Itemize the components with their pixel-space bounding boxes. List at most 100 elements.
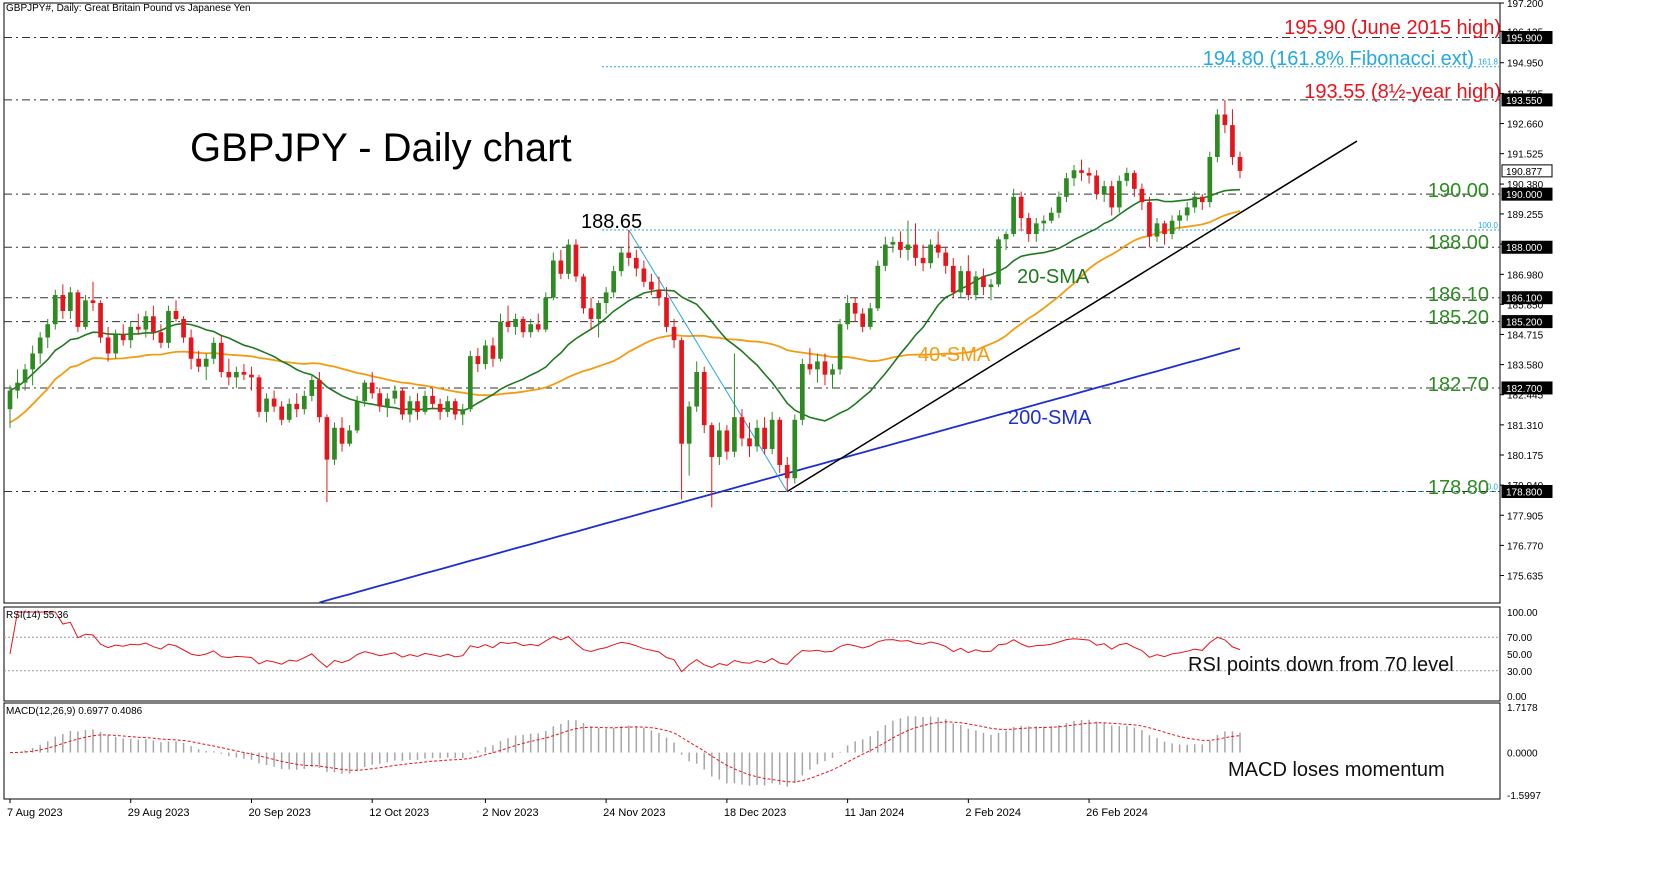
candle	[422, 390, 428, 415]
candle-body	[694, 372, 700, 407]
candle-body	[128, 326, 134, 341]
price-tag-box	[1501, 240, 1553, 254]
candle-body	[166, 310, 171, 343]
candle-body	[437, 403, 443, 412]
level-label-193-55: 193.55 (8½-year high)	[1304, 81, 1501, 103]
candle	[852, 297, 858, 322]
candle	[22, 364, 28, 391]
candle	[483, 340, 488, 370]
candle-body	[317, 379, 322, 418]
candle	[83, 295, 88, 330]
x-axis-label: 12 Oct 2023	[369, 807, 429, 819]
candle-body	[188, 337, 194, 359]
candle-body	[732, 417, 737, 452]
sma20-line	[9, 188, 1241, 422]
price-tag-box	[1501, 93, 1553, 107]
candle-body	[573, 244, 579, 277]
candle-body	[641, 268, 647, 282]
candle	[1132, 170, 1137, 197]
candle-body	[1018, 196, 1024, 219]
candle	[188, 329, 194, 370]
candle	[505, 305, 511, 333]
candle	[807, 348, 813, 375]
candle	[218, 334, 224, 378]
candle	[520, 316, 526, 338]
candle-body	[935, 244, 941, 253]
candle	[1222, 99, 1228, 134]
price-tag: 186.100	[1501, 291, 1553, 305]
candle	[400, 387, 405, 420]
price-tag-box	[1501, 164, 1553, 178]
candle	[1018, 191, 1024, 232]
candle	[950, 257, 956, 298]
candle	[513, 313, 518, 335]
level-label-188-00: 188.00	[1427, 232, 1489, 254]
candle-body	[1116, 180, 1122, 208]
candle	[309, 374, 315, 402]
candle-body	[596, 303, 601, 319]
candle-body	[837, 324, 843, 370]
level-label-190-00: 190.00	[1427, 180, 1489, 202]
candle-body	[724, 430, 730, 452]
candle	[490, 337, 496, 367]
candle	[913, 223, 918, 266]
candle	[799, 358, 805, 426]
fib-level-label: 161.8	[1478, 58, 1499, 67]
candle-body	[528, 324, 534, 333]
candle-body	[958, 271, 964, 293]
candle	[256, 374, 262, 418]
candle	[105, 326, 111, 362]
candle	[1086, 167, 1092, 184]
candle-body	[309, 379, 315, 396]
candle	[1116, 175, 1122, 213]
candle	[973, 271, 979, 301]
candle-body	[543, 297, 549, 330]
candle	[7, 385, 13, 428]
candle-body	[83, 300, 88, 327]
candle-body	[867, 308, 873, 327]
candle-body	[1207, 156, 1213, 203]
candle-body	[173, 310, 179, 319]
candle-body	[22, 369, 28, 383]
rsi-axis-label: 50.00	[1507, 650, 1532, 661]
candle	[588, 297, 594, 330]
candle	[1230, 109, 1235, 165]
candle-body	[520, 318, 526, 333]
price-tag-box	[1501, 315, 1553, 329]
candle	[339, 417, 345, 452]
candle-body	[1215, 114, 1220, 157]
candle	[1192, 191, 1198, 213]
candle-body	[709, 425, 715, 457]
candle	[1184, 202, 1190, 221]
candle-body	[90, 300, 96, 303]
candle	[354, 395, 360, 434]
price-axis-label: 194.950	[1507, 59, 1544, 70]
candle	[732, 353, 737, 457]
candle-body	[588, 308, 594, 319]
candle	[1124, 167, 1130, 187]
candle	[271, 390, 277, 412]
candle-body	[113, 334, 118, 354]
price-tag: 178.800	[1501, 484, 1553, 498]
candle	[241, 364, 247, 380]
candle	[143, 310, 149, 338]
candle-body	[603, 292, 609, 303]
candle-body	[347, 430, 352, 444]
candle-body	[181, 318, 186, 338]
candle	[709, 422, 715, 508]
candle-body	[498, 321, 503, 359]
candle	[369, 372, 375, 399]
candle-body	[1139, 188, 1145, 203]
candle-body	[467, 356, 473, 410]
candle	[739, 409, 745, 447]
price-tag-text: 190.000	[1506, 190, 1543, 201]
candle-body	[377, 393, 383, 407]
candle-body	[384, 398, 390, 407]
fib-diagonal	[628, 229, 788, 492]
candle-body	[815, 361, 820, 370]
candle	[384, 393, 390, 418]
candle	[679, 337, 684, 500]
candle	[664, 287, 669, 333]
candle-body	[1222, 114, 1228, 126]
